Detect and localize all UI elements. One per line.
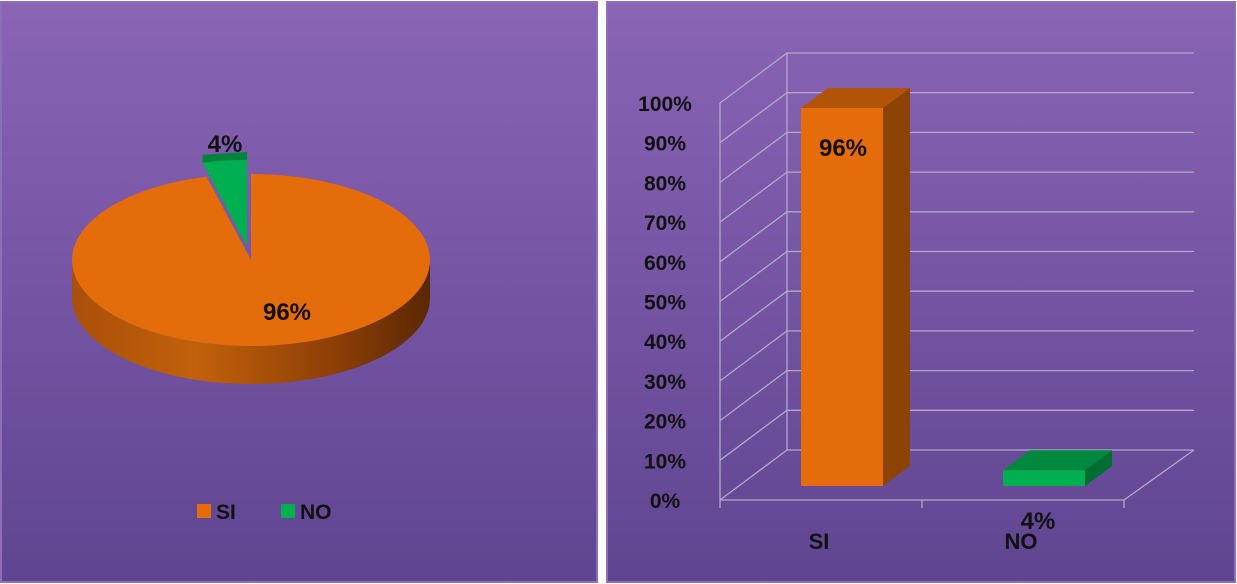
floor-edge: [1123, 449, 1195, 501]
bar-chart-grid: [719, 52, 1195, 508]
legend-label-no: NO: [300, 501, 332, 524]
gridline-side: [719, 171, 788, 223]
y-tick-label: 60%: [644, 252, 686, 275]
gridline-side: [719, 330, 788, 382]
y-tick-label: 100%: [638, 93, 692, 116]
pie-side-wall: [72, 260, 430, 384]
y-tick-label: 40%: [644, 331, 686, 354]
bar-label-si: 96%: [819, 135, 867, 162]
bar-panel-background: [606, 1, 1236, 583]
pie-chart: [71, 152, 430, 384]
x-tick-si: SI: [809, 529, 830, 554]
gridline-side: [719, 131, 788, 183]
pie-slice-si: [71, 174, 430, 346]
y-tick-label: 10%: [644, 450, 686, 473]
y-tick-label: 20%: [644, 411, 686, 434]
bar-chart-bars: [801, 88, 1112, 486]
bar-no-top: [1003, 450, 1112, 471]
gridline-side: [719, 290, 788, 342]
gridline-side: [719, 370, 788, 422]
y-tick-label: 50%: [644, 292, 686, 315]
y-tick-label: 0%: [650, 490, 681, 513]
legend-swatch-si: [197, 504, 211, 518]
pie-chart-panel: 96% 4% SI NO: [0, 1, 598, 583]
pie-label-no: 4%: [208, 131, 243, 158]
y-tick-label: 70%: [644, 212, 686, 235]
bar-no-side: [1085, 450, 1112, 486]
gridline-side: [719, 250, 788, 303]
x-tick-no: NO: [1005, 529, 1038, 554]
y-axis-ticks: 0% 10% 20% 30% 40% 50% 60% 70% 80% 90% 100%: [638, 93, 692, 513]
bar-si: [801, 108, 883, 486]
gridline-side: [719, 449, 788, 501]
gridline-side: [719, 92, 788, 144]
legend-swatch-no: [281, 504, 295, 518]
bar-si-side: [883, 88, 910, 486]
pie-label-si: 96%: [263, 299, 311, 326]
pie-legend: SI NO: [197, 501, 332, 524]
y-tick-label: 90%: [644, 133, 686, 156]
pie-slice-no: [202, 160, 247, 246]
gridline-side: [719, 52, 788, 104]
bar-chart-panel: 0% 10% 20% 30% 40% 50% 60% 70% 80% 90% 100% 96% 4%…: [606, 1, 1236, 583]
legend-label-si: SI: [216, 501, 236, 524]
y-tick-label: 30%: [644, 371, 686, 394]
bar-no: [1003, 470, 1085, 486]
gridline-side: [719, 409, 788, 461]
bar-label-no: 4%: [1021, 508, 1056, 535]
gridline-side: [719, 211, 788, 263]
bar-si-top: [801, 88, 910, 108]
y-tick-label: 80%: [644, 172, 686, 195]
